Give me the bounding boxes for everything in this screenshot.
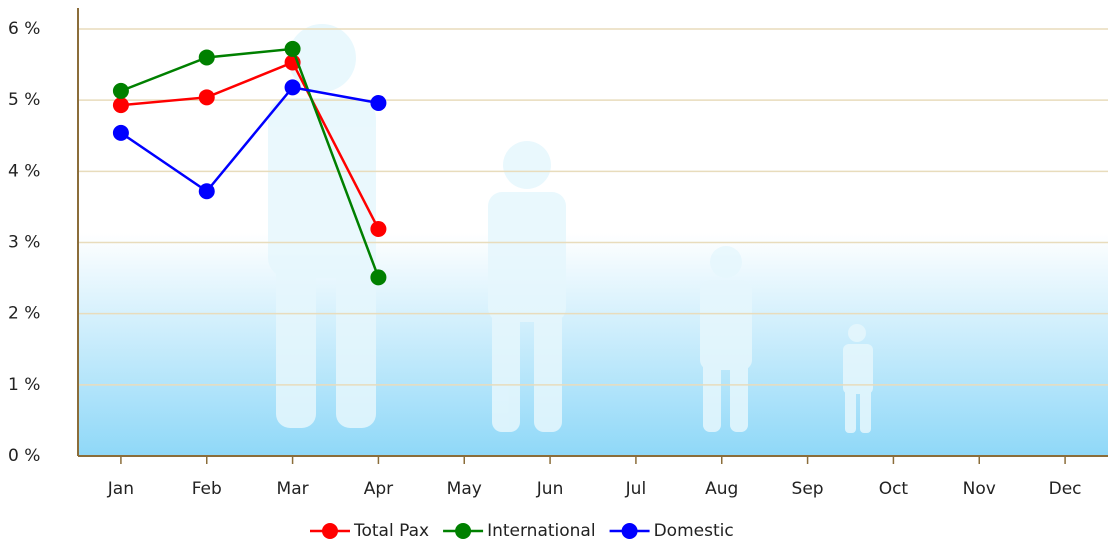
legend-marker — [622, 523, 638, 539]
x-tick-label: Nov — [963, 479, 996, 499]
data-point — [113, 83, 129, 99]
data-point — [199, 89, 215, 105]
x-tick-label: May — [447, 479, 482, 499]
data-point — [370, 269, 386, 285]
y-tick-label: 2 % — [8, 304, 40, 324]
x-tick-label: Jun — [536, 479, 564, 499]
chart: 0 % 1 % 2 % 3 % 4 % 5 % 6 % Jan Feb Mar Apr May Jun J… — [0, 0, 1108, 548]
data-point — [113, 97, 129, 113]
legend-label: International — [487, 521, 596, 541]
legend-marker — [455, 523, 471, 539]
legend-marker — [322, 523, 338, 539]
data-point — [370, 221, 386, 237]
y-tick-label: 3 % — [8, 233, 40, 253]
y-tick-label: 6 % — [8, 19, 40, 39]
data-point — [370, 95, 386, 111]
data-point — [199, 49, 215, 65]
legend-label: Domestic — [654, 521, 734, 541]
plot-background — [78, 10, 1108, 456]
x-tick-label: Dec — [1049, 479, 1082, 499]
x-tick-label: Feb — [192, 479, 222, 499]
x-tick-label: Apr — [364, 479, 393, 499]
legend-label: Total Pax — [353, 521, 429, 541]
x-tick-label: Jan — [107, 479, 134, 499]
x-tick-label: Aug — [705, 479, 738, 499]
y-tick-label: 5 % — [8, 90, 40, 110]
x-tick-label: Jul — [625, 479, 647, 499]
y-tick-label: 0 % — [8, 446, 40, 466]
data-point — [285, 79, 301, 95]
x-tick-label: Sep — [792, 479, 824, 499]
data-point — [113, 125, 129, 141]
data-point — [199, 183, 215, 199]
x-tick-label: Oct — [879, 479, 909, 499]
x-tick-label: Mar — [277, 479, 309, 499]
data-point — [285, 41, 301, 57]
y-tick-label: 4 % — [8, 161, 40, 181]
y-tick-label: 1 % — [8, 375, 40, 395]
